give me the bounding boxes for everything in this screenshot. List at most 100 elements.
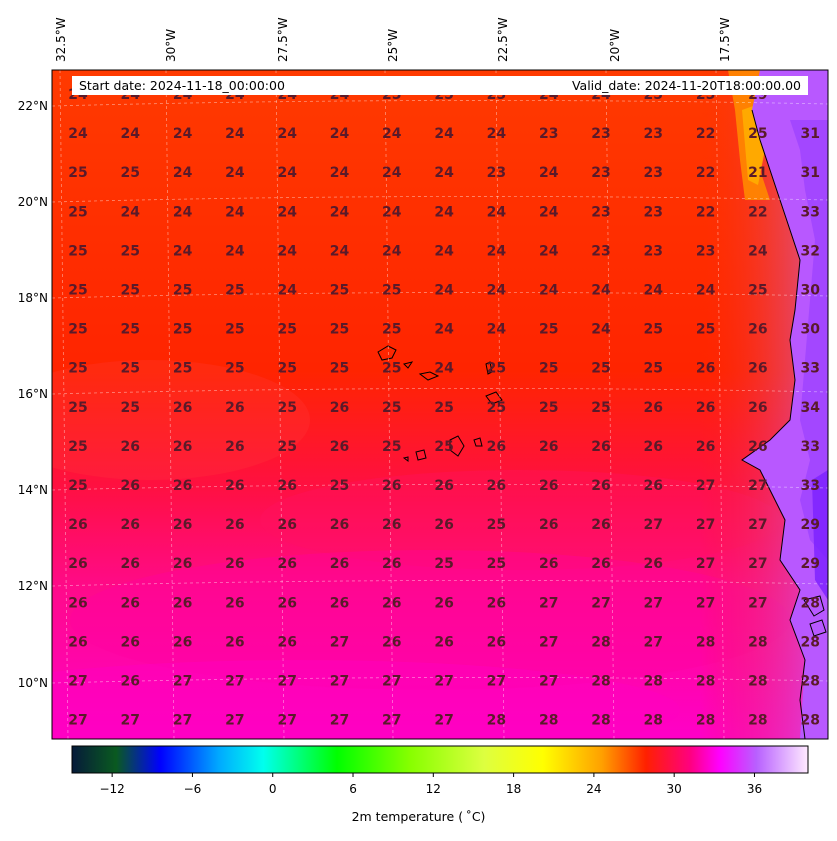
grid-value-label: 25: [487, 400, 506, 416]
island-santo-antao: [377, 345, 397, 361]
grid-value-label: 24: [225, 126, 245, 142]
longitude-label: 20°W: [608, 28, 622, 62]
grid-value-label: 25: [487, 361, 506, 377]
grid-value-label: 25: [68, 283, 87, 299]
grid-value-label: 24: [277, 283, 297, 299]
longitude-label: 25°W: [386, 28, 400, 62]
valid-date-label: Valid_date: 2024-11-20T18:00:00.00: [571, 78, 801, 93]
grid-value-label: 26: [121, 556, 140, 572]
grid-value-label: 28: [696, 674, 715, 690]
grid-value-label: 26: [330, 439, 349, 455]
grid-value-label: 27: [644, 634, 663, 650]
grid-value-label: 26: [225, 478, 244, 494]
grid-value-label: 25: [68, 243, 87, 259]
grid-value-label: 27: [591, 595, 610, 611]
grid-value-label: 34: [800, 400, 820, 416]
latitude-label: 20°N: [17, 195, 48, 209]
colorbar-label: 2m temperature ( ˚C): [351, 809, 486, 824]
grid-value-label: 25: [68, 165, 87, 181]
grid-value-label: 26: [748, 322, 767, 338]
grid-value-label: 27: [121, 713, 140, 729]
grid-value-label: 26: [121, 478, 140, 494]
colorbar-tick-label: 18: [505, 782, 522, 796]
grid-value-label: 24: [748, 243, 768, 259]
grid-value-label: 23: [696, 243, 715, 259]
grid-value-label: 25: [591, 400, 610, 416]
grid-value-label: 24: [68, 126, 88, 142]
latitude-label: 16°N: [17, 387, 48, 401]
grid-value-label: 24: [382, 204, 402, 220]
grid-value-label: 26: [487, 478, 506, 494]
grid-value-label: 25: [121, 283, 140, 299]
grid-value-label: 24: [382, 165, 402, 181]
grid-value-label: 24: [434, 204, 454, 220]
grid-value-label: 28: [800, 595, 819, 611]
grid-value-label: 26: [591, 517, 610, 533]
grid-value-label: 27: [68, 674, 87, 690]
grid-value-label: 24: [487, 322, 507, 338]
grid-value-label: 24: [434, 361, 454, 377]
grid-value-label: 24: [225, 243, 245, 259]
grid-value-label: 25: [434, 439, 453, 455]
grid-value-label: 24: [434, 126, 454, 142]
grid-value-label: 26: [68, 634, 87, 650]
grid-value-label: 28: [644, 713, 663, 729]
grid-value-label: 22: [696, 165, 715, 181]
grid-value-label: 26: [121, 634, 140, 650]
grid-value-label: 28: [800, 713, 819, 729]
grid-value-label: 26: [591, 478, 610, 494]
grid-value-label: 21: [748, 165, 767, 181]
grid-value-label: 26: [277, 634, 296, 650]
grid-value-label: 28: [539, 713, 558, 729]
grid-value-label: 24: [173, 204, 193, 220]
grid-value-label: 26: [434, 595, 453, 611]
grid-value-label: 27: [696, 517, 715, 533]
grid-value-label: 33: [800, 478, 819, 494]
colorbar-frame: [71, 745, 809, 774]
grid-value-label: 26: [277, 478, 296, 494]
grid-value-label: 27: [225, 674, 244, 690]
grid-value-label: 27: [487, 674, 506, 690]
grid-value-label: 27: [434, 713, 453, 729]
grid-value-label: 24: [539, 243, 559, 259]
grid-value-label: 25: [121, 322, 140, 338]
colorbar-tick-label: 30: [666, 782, 682, 796]
grid-value-label: 24: [330, 165, 350, 181]
grid-value-label: 24: [487, 204, 507, 220]
grid-value-label: 25: [225, 283, 244, 299]
grid-value-label: 22: [696, 126, 715, 142]
grid-value-label: 24: [225, 204, 245, 220]
grid-value-label: 25: [382, 400, 401, 416]
grid-value-label: 26: [173, 556, 192, 572]
grid-value-label: 23: [644, 126, 663, 142]
colorbar-tick-label: −6: [183, 782, 202, 796]
grid-value-label: 27: [277, 674, 296, 690]
grid-value-label: 24: [487, 243, 507, 259]
longitude-label: 27.5°W: [276, 17, 290, 62]
grid-value-label: 27: [330, 674, 349, 690]
grid-value-label: 25: [487, 556, 506, 572]
parallel-line: [52, 484, 828, 491]
grid-value-label: 27: [539, 595, 558, 611]
grid-value-label: 27: [382, 674, 401, 690]
grid-value-label: 25: [748, 126, 767, 142]
grid-value-label: 26: [696, 439, 715, 455]
grid-value-label: 25: [68, 204, 87, 220]
latitude-label: 18°N: [17, 291, 48, 305]
grid-value-label: 24: [539, 165, 559, 181]
grid-value-label: 25: [68, 478, 87, 494]
grid-value-label: 24: [382, 126, 402, 142]
grid-value-label: 25: [277, 322, 296, 338]
grid-value-label: 25: [748, 283, 767, 299]
grid-value-label: 25: [539, 400, 558, 416]
grid-value-label: 26: [225, 439, 244, 455]
colorbar-tick-label: −12: [99, 782, 125, 796]
grid-value-label: 27: [748, 556, 767, 572]
start-date-label: Start date: 2024-11-18_00:00:00: [79, 78, 285, 93]
grid-value-label: 26: [644, 478, 663, 494]
grid-value-label: 23: [591, 204, 610, 220]
grid-value-label: 33: [800, 439, 819, 455]
grid-value-label: 24: [173, 126, 193, 142]
parallel-line: [52, 580, 828, 587]
